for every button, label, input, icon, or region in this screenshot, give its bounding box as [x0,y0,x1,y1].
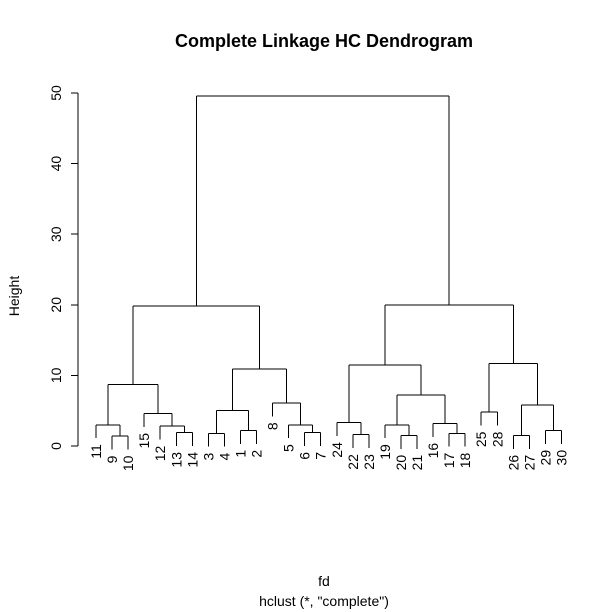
dendrogram-tree [95,95,562,450]
leaf-label: 17 [441,452,457,468]
leaf-label: 18 [457,452,473,468]
leaf-label: 10 [120,455,136,471]
y-axis: 0 10 20 30 40 50 [48,85,79,450]
leaf-label: 1 [232,450,248,458]
leaf-label: 5 [281,444,297,452]
leaf-label: 28 [489,431,505,447]
leaf-label: 4 [216,453,232,461]
y-axis-label: Height [6,276,22,317]
leaf-label: 9 [104,455,120,463]
x-axis-label: fd [318,573,330,589]
leaf-label: 27 [521,455,537,471]
leaf-label: 29 [537,450,553,466]
leaf-label: 23 [361,454,377,470]
leaf-label: 22 [345,454,361,470]
leaf-label: 20 [393,455,409,471]
leaf-label: 21 [409,455,425,471]
leaf-label: 8 [265,422,281,430]
leaf-label: 11 [88,444,104,459]
leaf-label: 16 [425,443,441,459]
y-tick-label: 10 [48,367,64,383]
leaf-label: 15 [136,433,152,449]
y-tick-label: 40 [48,156,64,172]
y-tick-label: 50 [48,85,64,101]
leaf-label: 25 [473,431,489,447]
leaf-label: 12 [152,445,168,461]
leaf-label: 26 [505,455,521,471]
leaf-label: 6 [297,452,313,460]
leaf-label: 14 [184,452,200,468]
leaf-label: 3 [200,453,216,461]
y-tick-label: 30 [48,226,64,242]
chart-title: Complete Linkage HC Dendrogram [175,31,473,51]
leaf-label: 30 [553,450,569,466]
method-sublabel: hclust (*, "complete") [259,593,389,609]
leaf-label: 2 [249,450,265,458]
leaf-label: 13 [168,452,184,468]
leaf-label: 7 [313,452,329,460]
y-tick-label: 20 [48,297,64,313]
leaf-label: 19 [377,444,393,460]
leaf-label: 24 [329,442,345,458]
y-tick-label: 0 [48,442,64,450]
